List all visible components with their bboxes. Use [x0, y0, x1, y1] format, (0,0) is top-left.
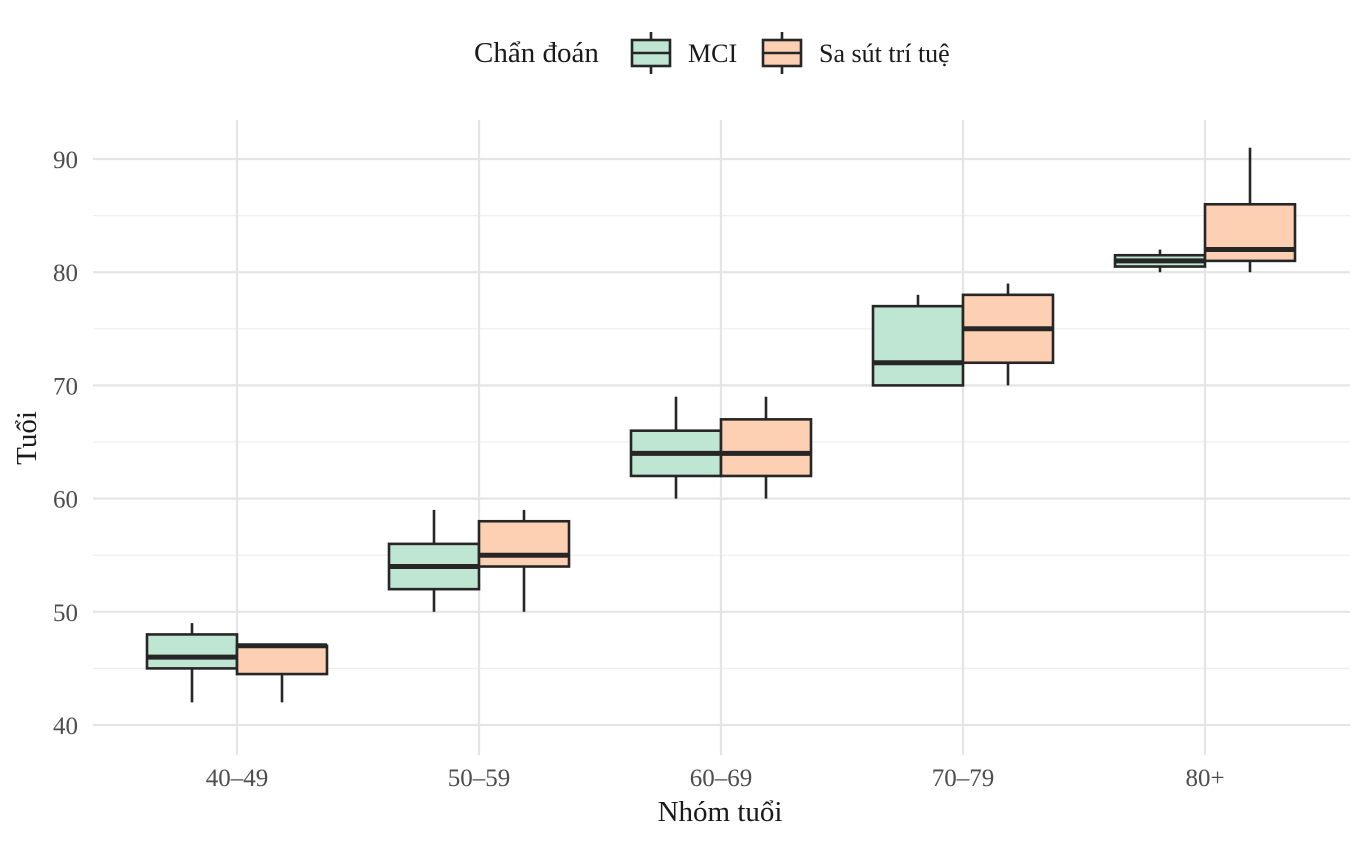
- box-rect: [871, 304, 965, 387]
- box-rect: [719, 418, 813, 478]
- legend-label: MCI: [688, 39, 737, 68]
- box-dementia: [235, 643, 329, 703]
- x-tick-label: 80+: [1185, 765, 1224, 792]
- legend-title: Chẩn đoán: [474, 37, 599, 69]
- box-mci: [871, 294, 965, 387]
- y-tick-label: 50: [53, 600, 78, 627]
- box-mci: [387, 509, 481, 612]
- box-mci: [145, 623, 239, 703]
- y-tick-label: 70: [53, 373, 78, 400]
- y-tick-labels: 40 50 60 70 80 90: [53, 147, 78, 740]
- legend-item-mci: MCI: [630, 32, 737, 74]
- box-rect: [145, 633, 239, 670]
- box-dementia: [961, 283, 1055, 386]
- y-tick-label: 40: [53, 713, 78, 740]
- x-tick-label: 60–69: [690, 765, 753, 792]
- y-tick-label: 60: [53, 487, 78, 514]
- y-axis-title: Tuổi: [11, 411, 43, 465]
- box-rect: [1203, 202, 1297, 263]
- boxes: [145, 147, 1297, 703]
- x-tick-label: 50–59: [448, 765, 511, 792]
- box-dementia: [1203, 147, 1297, 273]
- y-tick-label: 90: [53, 147, 78, 174]
- box-rect: [477, 519, 571, 568]
- x-axis-title: Nhóm tuổi: [658, 796, 783, 828]
- legend: Chẩn đoán MCI Sa sút trí tuệ: [474, 32, 950, 74]
- legend-label: Sa sút trí tuệ: [819, 39, 950, 68]
- x-tick-labels: 40–49 50–59 60–69 70–79 80+: [206, 765, 1225, 792]
- x-tick-label: 70–79: [932, 765, 995, 792]
- box-dementia: [477, 509, 571, 612]
- box-mci: [1113, 249, 1207, 273]
- legend-item-dementia: Sa sút trí tuệ: [761, 32, 950, 74]
- box-dementia: [719, 396, 813, 499]
- box-rect: [235, 644, 329, 676]
- box-mci: [629, 396, 723, 499]
- y-tick-label: 80: [53, 260, 78, 287]
- x-tick-label: 40–49: [206, 765, 269, 792]
